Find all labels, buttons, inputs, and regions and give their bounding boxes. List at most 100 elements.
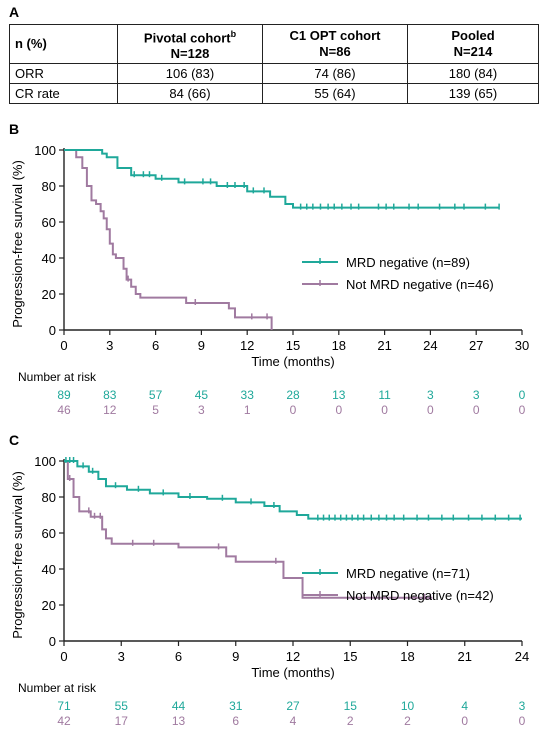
risk-value: 55: [115, 699, 129, 713]
risk-value: 6: [232, 714, 239, 728]
risk-value: 0: [461, 714, 468, 728]
risk-value: 3: [198, 403, 205, 417]
y-axis-title: Progression-free survival (%): [10, 160, 25, 328]
x-axis-title: Time (months): [251, 354, 334, 369]
x-tick-label: 30: [515, 338, 529, 353]
y-tick-label: 100: [34, 454, 56, 469]
risk-value: 0: [519, 388, 526, 402]
risk-value: 15: [344, 699, 358, 713]
y-tick-label: 100: [34, 143, 56, 158]
column-n: N=128: [170, 46, 210, 62]
risk-value: 2: [404, 714, 411, 728]
x-tick-label: 27: [469, 338, 483, 353]
risk-value: 0: [473, 403, 480, 417]
risk-value: 5: [152, 403, 159, 417]
legend-entry: Not MRD negative (n=46): [346, 277, 494, 292]
risk-value: 3: [519, 699, 526, 713]
table-cell: 180 (84): [407, 63, 539, 85]
x-tick-label: 9: [198, 338, 205, 353]
x-tick-label: 15: [286, 338, 300, 353]
y-tick-label: 20: [42, 598, 56, 613]
table-cell: 139 (65): [407, 83, 539, 105]
risk-value: 0: [427, 403, 434, 417]
y-tick-label: 80: [42, 179, 56, 194]
x-tick-label: 18: [400, 649, 414, 664]
y-tick-label: 20: [42, 287, 56, 302]
column-name: Pivotal cohort: [143, 30, 231, 46]
number-at-risk-label: Number at risk: [18, 681, 97, 695]
x-tick-label: 6: [175, 649, 182, 664]
number-at-risk-label: Number at risk: [18, 370, 97, 384]
survival-curve-0: [64, 460, 522, 520]
x-tick-label: 0: [60, 338, 67, 353]
risk-value: 13: [172, 714, 186, 728]
panel-c-label: C: [9, 432, 20, 448]
risk-value: 27: [286, 699, 300, 713]
y-axis-title: Progression-free survival (%): [10, 471, 25, 639]
footnote-marker: b: [230, 29, 237, 39]
x-tick-label: 24: [423, 338, 437, 353]
y-tick-label: 0: [49, 634, 56, 649]
risk-value: 89: [57, 388, 71, 402]
risk-value: 0: [381, 403, 388, 417]
table-row: CR rate 84 (66) 55 (64) 139 (65): [9, 83, 539, 105]
survival-curve-0: [64, 149, 500, 209]
row-header-cell: n (%): [9, 23, 118, 65]
row-label: CR rate: [9, 83, 118, 105]
y-tick-label: 80: [42, 490, 56, 505]
risk-value: 57: [149, 388, 163, 402]
risk-value: 28: [286, 388, 300, 402]
x-axis-title: Time (months): [251, 665, 334, 680]
legend-entry: MRD negative (n=89): [346, 255, 470, 270]
x-tick-label: 12: [240, 338, 254, 353]
x-tick-label: 3: [118, 649, 125, 664]
risk-value: 0: [290, 403, 297, 417]
survival-curve-1: [64, 149, 273, 330]
x-tick-label: 21: [458, 649, 472, 664]
y-tick-label: 0: [49, 323, 56, 338]
x-tick-label: 18: [332, 338, 346, 353]
x-tick-label: 6: [152, 338, 159, 353]
x-tick-label: 21: [377, 338, 391, 353]
row-label: ORR: [9, 63, 118, 85]
column-header-c1-opt: C1 OPT cohort N=86: [262, 23, 408, 65]
y-tick-label: 60: [42, 215, 56, 230]
column-n: N=214: [453, 44, 493, 60]
table-cell: 106 (83): [117, 63, 263, 85]
risk-value: 4: [461, 699, 468, 713]
risk-value: 44: [172, 699, 186, 713]
y-tick-label: 60: [42, 526, 56, 541]
risk-value: 71: [57, 699, 71, 713]
risk-value: 3: [473, 388, 480, 402]
risk-value: 46: [57, 403, 71, 417]
table-row: ORR 106 (83) 74 (86) 180 (84): [9, 63, 539, 85]
risk-value: 13: [332, 388, 346, 402]
risk-value: 10: [401, 699, 415, 713]
risk-value: 33: [241, 388, 255, 402]
risk-value: 0: [335, 403, 342, 417]
risk-value: 31: [229, 699, 243, 713]
risk-value: 0: [519, 714, 526, 728]
x-tick-label: 3: [106, 338, 113, 353]
risk-value: 45: [195, 388, 209, 402]
x-tick-label: 12: [286, 649, 300, 664]
column-name: C1 OPT cohort: [289, 28, 381, 44]
column-header-pooled: Pooled N=214: [407, 23, 539, 65]
risk-value: 2: [347, 714, 354, 728]
panel-b-label: B: [9, 121, 20, 137]
legend-entry: Not MRD negative (n=42): [346, 588, 494, 603]
risk-value: 11: [378, 388, 391, 402]
risk-value: 83: [103, 388, 117, 402]
table-cell: 55 (64): [262, 83, 408, 105]
y-tick-label: 40: [42, 562, 56, 577]
risk-value: 0: [519, 403, 526, 417]
risk-value: 17: [115, 714, 129, 728]
x-tick-label: 9: [232, 649, 239, 664]
y-tick-label: 40: [42, 251, 56, 266]
column-name: Pooled: [451, 28, 495, 44]
risk-value: 12: [103, 403, 117, 417]
panel-a-label: A: [9, 4, 20, 20]
risk-value: 42: [57, 714, 71, 728]
legend-entry: MRD negative (n=71): [346, 566, 470, 581]
